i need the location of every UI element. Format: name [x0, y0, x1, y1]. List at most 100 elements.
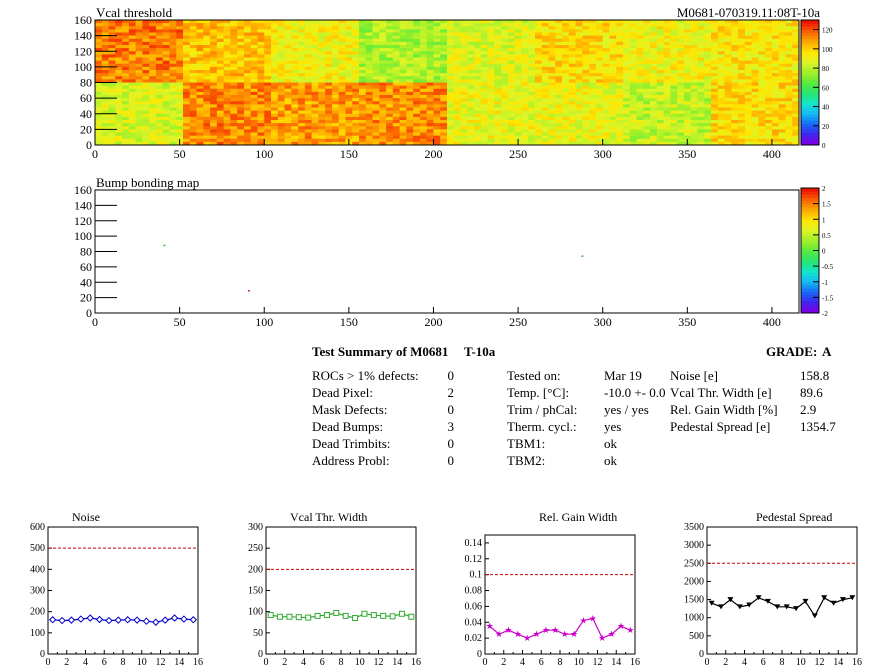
threshold-cell	[345, 123, 353, 127]
color-scale-band	[801, 250, 819, 255]
threshold-cell	[250, 101, 258, 105]
threshold-cell	[501, 48, 509, 52]
threshold-cell	[433, 35, 441, 40]
threshold-cell	[575, 129, 583, 133]
threshold-cell	[250, 120, 258, 124]
threshold-cell	[562, 98, 570, 102]
threshold-cell	[521, 60, 529, 65]
threshold-cell	[765, 35, 773, 40]
threshold-cell	[487, 51, 495, 55]
threshold-cell	[365, 120, 373, 124]
threshold-cell	[765, 85, 773, 90]
threshold-cell	[183, 101, 191, 105]
threshold-cell	[568, 70, 577, 74]
threshold-cell	[230, 101, 238, 105]
threshold-cell	[616, 104, 624, 108]
threshold-cell	[555, 45, 563, 49]
threshold-cell	[602, 101, 610, 105]
threshold-cell	[277, 57, 285, 62]
threshold-cell	[298, 101, 306, 105]
threshold-cell	[711, 123, 719, 127]
threshold-cell	[115, 116, 123, 121]
threshold-cell	[399, 138, 407, 143]
threshold-cell	[521, 101, 529, 105]
threshold-cell	[677, 120, 685, 124]
threshold-cell	[501, 129, 509, 133]
threshold-cell	[338, 48, 346, 52]
threshold-cell	[765, 63, 773, 68]
threshold-cell	[744, 120, 753, 124]
threshold-cell	[711, 110, 719, 115]
threshold-cell	[162, 48, 170, 52]
threshold-cell	[751, 129, 759, 133]
threshold-cell	[487, 95, 495, 99]
threshold-cell	[575, 63, 583, 68]
threshold-cell	[433, 48, 441, 52]
threshold-cell	[128, 26, 137, 30]
threshold-cell	[325, 45, 333, 49]
threshold-cell	[155, 101, 164, 105]
threshold-cell	[595, 85, 604, 90]
threshold-cell	[514, 45, 522, 49]
threshold-cell	[690, 35, 698, 40]
threshold-cell	[365, 66, 373, 71]
threshold-cell	[331, 35, 340, 40]
threshold-cell	[494, 120, 502, 124]
threshold-cell	[95, 104, 103, 108]
threshold-cell	[623, 120, 631, 124]
threshold-cell	[650, 23, 658, 27]
threshold-cell	[487, 110, 495, 115]
threshold-cell	[453, 79, 461, 83]
threshold-cell	[359, 91, 367, 96]
x-tick-label: 250	[509, 147, 527, 161]
threshold-cell	[683, 70, 692, 74]
threshold-cell	[433, 76, 441, 80]
threshold-cell	[230, 98, 238, 102]
threshold-cell	[535, 57, 543, 62]
threshold-cell	[724, 66, 732, 71]
threshold-cell	[751, 82, 759, 87]
threshold-cell	[562, 23, 570, 27]
color-scale-label: 100	[822, 46, 833, 54]
threshold-cell	[379, 113, 387, 118]
threshold-cell	[392, 120, 401, 124]
threshold-cell	[521, 73, 529, 77]
threshold-cell	[629, 98, 637, 102]
threshold-cell	[589, 45, 597, 49]
threshold-cell	[379, 23, 387, 27]
y-tick-label: 0	[86, 306, 92, 320]
threshold-cell	[291, 29, 299, 33]
threshold-cell	[372, 23, 380, 27]
threshold-cell	[650, 126, 658, 130]
threshold-cell	[250, 110, 258, 115]
threshold-cell	[447, 66, 455, 71]
threshold-cell	[304, 95, 313, 99]
y-tick-label: 0	[258, 649, 263, 660]
threshold-cell	[474, 113, 482, 118]
threshold-cell	[108, 132, 116, 137]
threshold-cell	[155, 57, 164, 62]
threshold-cell	[183, 126, 191, 130]
threshold-cell	[717, 129, 725, 133]
threshold-cell	[460, 141, 468, 146]
threshold-cell	[582, 123, 590, 127]
threshold-cell	[487, 129, 495, 133]
threshold-cell	[487, 35, 495, 40]
threshold-cell	[419, 132, 428, 137]
vcal-threshold-title: Vcal threshold	[96, 5, 173, 20]
threshold-cell	[474, 41, 482, 46]
threshold-cell	[670, 141, 678, 146]
threshold-cell	[568, 138, 577, 143]
threshold-cell	[595, 70, 604, 74]
threshold-cell	[507, 113, 516, 118]
threshold-cell	[155, 98, 164, 102]
threshold-cell	[216, 116, 225, 121]
threshold-cell	[196, 95, 204, 99]
threshold-cell	[474, 48, 482, 52]
threshold-cell	[507, 32, 516, 37]
threshold-cell	[345, 129, 353, 133]
color-scale-label: -1	[822, 279, 828, 287]
threshold-cell	[176, 104, 184, 108]
threshold-cell	[169, 107, 177, 112]
